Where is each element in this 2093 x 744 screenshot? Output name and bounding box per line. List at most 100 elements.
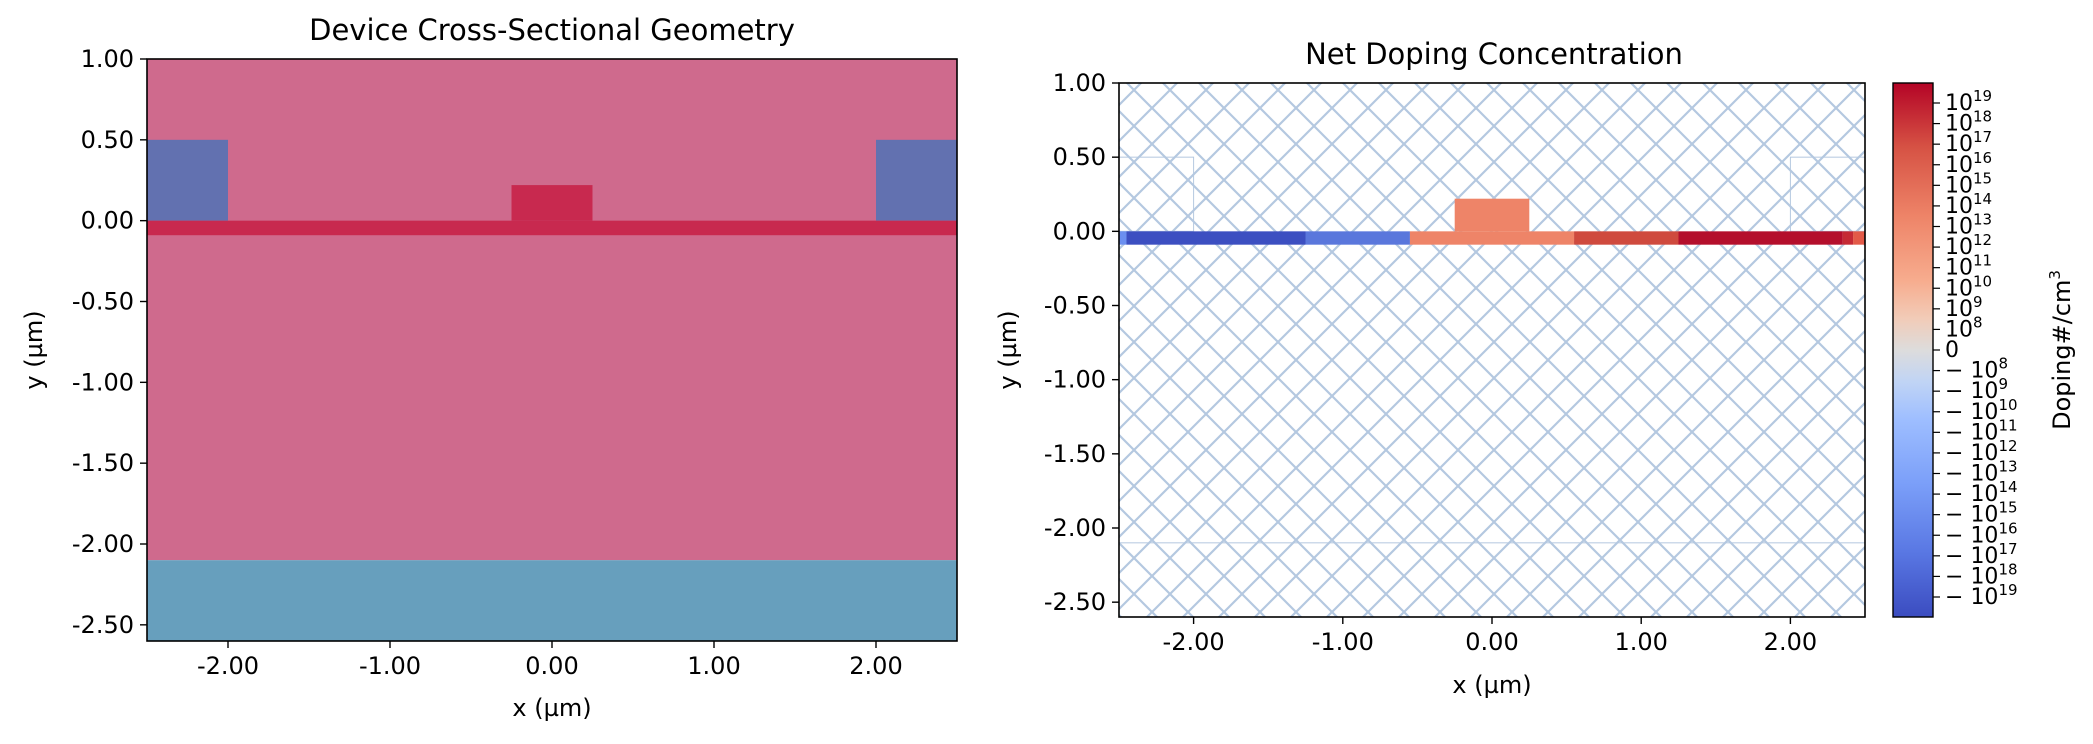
colorbar-tick-label: − 1014 xyxy=(1945,478,2018,507)
colorbar-tick-exponent: 9 xyxy=(1973,293,1983,311)
colorbar-tick-label: − 1017 xyxy=(1945,540,2018,569)
geometry-region xyxy=(147,139,228,221)
y-tick-label: -2.50 xyxy=(1044,588,1106,616)
colorbar-tick-base: 10 xyxy=(1945,235,1973,260)
colorbar-tick-sign: − xyxy=(1945,420,1970,445)
colorbar-tick-base: 10 xyxy=(1970,441,1998,466)
colorbar-tick-exponent: 9 xyxy=(1998,375,2008,393)
colorbar-tick-exponent: 19 xyxy=(1998,581,2017,599)
colorbar-tick-base: 10 xyxy=(1970,564,1998,589)
colorbar-tick-label: − 1012 xyxy=(1945,437,2018,466)
colorbar-tick-exponent: 16 xyxy=(1973,149,1992,167)
geometry-region xyxy=(147,560,957,641)
y-ticks: 1.00 0.50 0.00 -0.50 -1.00 -1.50 -2.00 -2.50 xyxy=(72,45,147,639)
colorbar-tick-label: − 1018 xyxy=(1945,560,2018,589)
y-tick-label: -1.00 xyxy=(72,368,134,396)
x-tick-label: -1.00 xyxy=(359,652,421,680)
doping-segment xyxy=(1409,231,1575,245)
x-tick-label: 2.00 xyxy=(849,652,902,680)
doping-segment xyxy=(1305,231,1410,245)
colorbar-tick-base: 10 xyxy=(1945,112,1973,137)
y-ticks: 1.00 0.50 0.00 -0.50 -1.00 -1.50 -2.00 -2.50 xyxy=(1044,69,1119,616)
colorbar-tick-exponent: 8 xyxy=(1973,313,1983,331)
colorbar-tick-sign: − xyxy=(1945,441,1970,466)
x-tick-label: 0.00 xyxy=(525,652,578,680)
y-tick-label: -1.50 xyxy=(1044,440,1106,468)
hatched-background xyxy=(1119,83,1865,617)
y-tick-label: 0.50 xyxy=(1053,143,1106,171)
y-tick-label: 0.00 xyxy=(1053,217,1106,245)
colorbar-tick-exponent: 12 xyxy=(1973,231,1992,249)
colorbar-tick-exponent: 11 xyxy=(1998,416,2017,434)
colorbar-tick-base: 10 xyxy=(1970,523,1998,548)
x-tick-label: 2.00 xyxy=(1764,628,1817,656)
colorbar-tick-exponent: 18 xyxy=(1998,560,2017,578)
y-tick-label: -0.50 xyxy=(1044,292,1106,320)
colorbar-tick-base: 10 xyxy=(1970,503,1998,528)
colorbar-tick-label: − 1015 xyxy=(1945,499,2018,528)
colorbar-tick-base: 10 xyxy=(1970,585,1998,610)
colorbar-tick-sign: − xyxy=(1945,400,1970,425)
colorbar-tick-base: 10 xyxy=(1945,194,1973,219)
colorbar-tick-base: 10 xyxy=(1945,256,1973,281)
colorbar-tick-label: − 1016 xyxy=(1945,519,2018,548)
colorbar-tick-label: 1018 xyxy=(1945,108,1992,137)
geometry-region xyxy=(147,59,957,561)
x-tick-label: -1.00 xyxy=(1312,628,1374,656)
x-ticks: -2.00 -1.00 0.00 1.00 2.00 xyxy=(1163,617,1817,656)
colorbar-tick-exponent: 11 xyxy=(1973,252,1992,270)
doping-segment xyxy=(1678,231,1843,245)
doping-segment xyxy=(1842,231,1854,245)
colorbar-tick-label: 1014 xyxy=(1945,190,1992,219)
colorbar-tick-sign: − xyxy=(1945,482,1970,507)
colorbar-tick-label: 1019 xyxy=(1945,87,1992,116)
colorbar-tick-label: 108 xyxy=(1945,313,1983,342)
colorbar-tick-exponent: 15 xyxy=(1998,499,2017,517)
colorbar-tick-exponent: 14 xyxy=(1973,190,1992,208)
colorbar-tick-sign: − xyxy=(1945,564,1970,589)
colorbar-tick-exponent: 17 xyxy=(1973,128,1992,146)
colorbar-tick-base: 0 xyxy=(1945,338,1959,363)
colorbar-label-sup: 3 xyxy=(2046,270,2064,280)
colorbar-tick-base: 10 xyxy=(1945,215,1973,240)
doping-segment xyxy=(1574,231,1679,245)
y-tick-label: 1.00 xyxy=(1053,69,1106,97)
doping-segment xyxy=(1454,198,1530,232)
colorbar-tick-sign: − xyxy=(1945,523,1970,548)
colorbar-tick-exponent: 8 xyxy=(1998,355,2008,373)
colorbar-tick-sign: − xyxy=(1945,503,1970,528)
colorbar-tick-exponent: 10 xyxy=(1973,272,1992,290)
x-tick-label: -2.00 xyxy=(1163,628,1225,656)
y-tick-label: -2.50 xyxy=(72,611,134,639)
colorbar-tick-label: − 1013 xyxy=(1945,458,2018,487)
colorbar-ticks: 1019101810171016101510141013101210111010… xyxy=(1933,87,2018,610)
colorbar-tick-label: − 109 xyxy=(1945,375,2008,404)
colorbar-tick-base: 10 xyxy=(1970,359,1998,384)
colorbar-tick-base: 10 xyxy=(1970,400,1998,425)
doping-segment xyxy=(1126,231,1306,245)
colorbar-tick-label: 1013 xyxy=(1945,211,1992,240)
doping-segment xyxy=(1119,231,1127,245)
colorbar-tick-label: 1012 xyxy=(1945,231,1992,260)
y-tick-label: -1.50 xyxy=(72,449,134,477)
x-tick-label: 0.00 xyxy=(1465,628,1518,656)
colorbar-tick-base: 10 xyxy=(1970,544,1998,569)
geometry-region xyxy=(147,220,957,236)
colorbar-tick-exponent: 17 xyxy=(1998,540,2017,558)
colorbar-tick-base: 10 xyxy=(1970,379,1998,404)
x-tick-label: 1.00 xyxy=(1614,628,1667,656)
colorbar-tick-base: 10 xyxy=(1945,91,1973,116)
colorbar-tick-label: − 1010 xyxy=(1945,396,2018,425)
colorbar-tick-exponent: 19 xyxy=(1973,87,1992,105)
y-tick-label: -1.00 xyxy=(1044,366,1106,394)
y-tick-label: 0.00 xyxy=(81,207,134,235)
colorbar-tick-label: 109 xyxy=(1945,293,1983,322)
chart-title: Device Cross-Sectional Geometry xyxy=(309,13,795,47)
colorbar-tick-exponent: 12 xyxy=(1998,437,2017,455)
colorbar-tick-exponent: 10 xyxy=(1998,396,2017,414)
x-ticks: -2.00 -1.00 0.00 1.00 2.00 xyxy=(197,641,903,680)
colorbar-tick-label: − 1019 xyxy=(1945,581,2018,610)
chart-title: Net Doping Concentration xyxy=(1305,37,1683,71)
y-tick-label: -0.50 xyxy=(72,288,134,316)
